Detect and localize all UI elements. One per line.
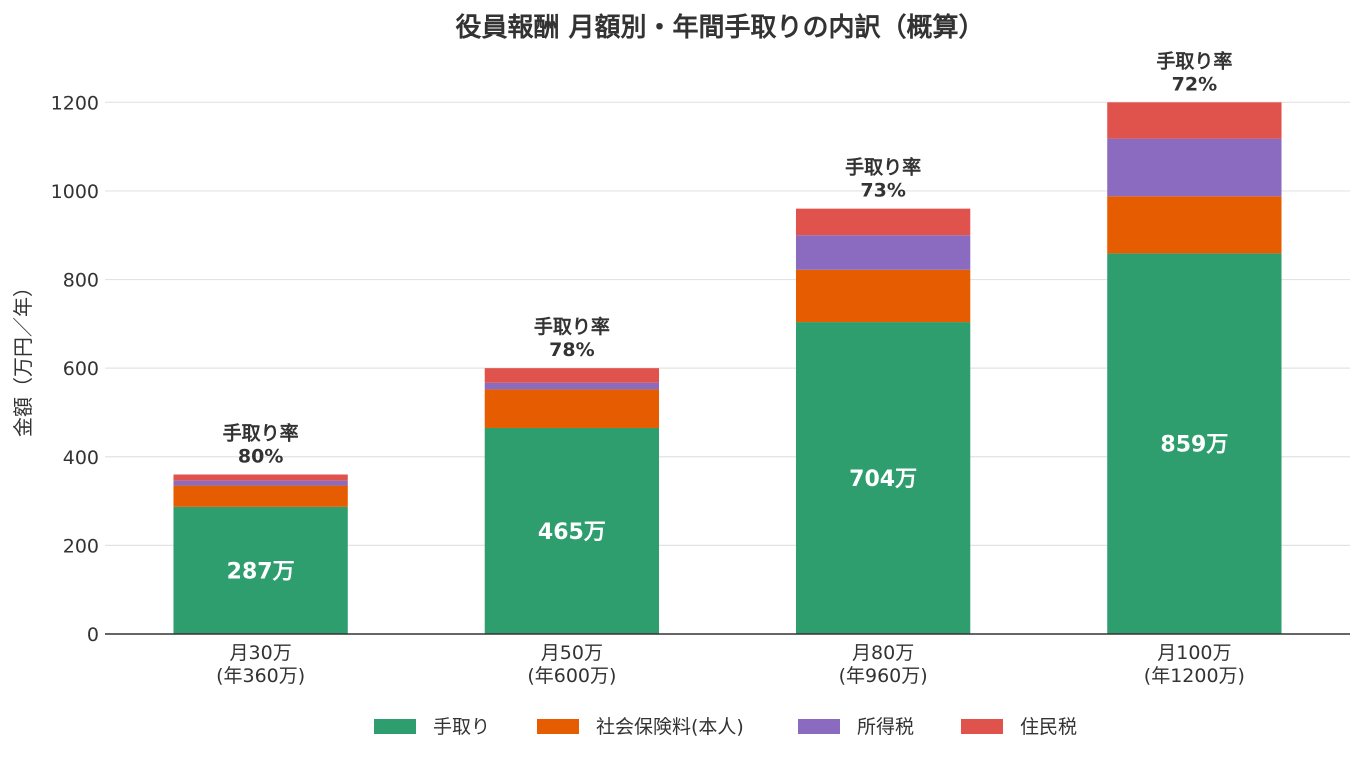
rate-label-value: 78% — [549, 339, 594, 361]
bar-segment — [795, 322, 971, 634]
legend-label: 住民税 — [1020, 716, 1077, 738]
bar-segment — [173, 485, 348, 507]
legend-label: 社会保険料(本人) — [596, 716, 744, 738]
bar-segment — [1107, 196, 1282, 254]
legend: 手取り 社会保険料(本人) 所得税 住民税 — [374, 716, 1077, 738]
y-tick-label: 0 — [87, 624, 99, 646]
bar-segment — [795, 235, 971, 270]
rate-label-value: 80% — [238, 445, 283, 467]
bar-segment — [1107, 253, 1282, 635]
bar-segment — [795, 208, 971, 236]
bar-segment — [484, 382, 660, 390]
bars: 287万手取り率80%465万手取り率78%704万手取り率73%859万手取り… — [173, 49, 1282, 635]
rate-label-value: 72% — [1172, 73, 1217, 95]
chart-title: 役員報酬 月額別・年間手取りの内訳（概算） — [455, 12, 984, 43]
y-tick-label: 800 — [63, 270, 99, 292]
bar-segment — [484, 427, 660, 634]
y-tick-label: 200 — [63, 535, 99, 557]
x-tick-sublabel: (年960万) — [839, 665, 928, 687]
rate-label-title: 手取り率 — [223, 421, 299, 444]
x-tick-label: 月30万 — [230, 642, 292, 664]
bar-segment — [484, 389, 660, 428]
x-tick-label: 月50万 — [541, 642, 603, 664]
bar-segment — [484, 368, 660, 383]
bar-segment — [1107, 102, 1282, 139]
y-tick-label: 400 — [63, 447, 99, 469]
y-tick-label: 1000 — [51, 181, 99, 203]
legend-label: 手取り — [433, 716, 490, 738]
bar-segment — [795, 269, 971, 323]
x-tick-sublabel: (年360万) — [216, 665, 305, 687]
legend-swatch — [798, 719, 840, 734]
x-tick-label: 月80万 — [852, 642, 914, 664]
y-axis-label: 金額（万円／年） — [11, 277, 35, 437]
data-label: 465万 — [538, 520, 606, 545]
axes: 0 200 400 600 800 1000 1200 月30万(年360万) 月50万(年60… — [51, 92, 1350, 687]
data-label: 704万 — [849, 467, 917, 492]
legend-swatch — [374, 719, 416, 734]
legend-swatch — [961, 719, 1003, 734]
rate-label-title: 手取り率 — [1156, 49, 1232, 72]
y-tick-label: 600 — [63, 358, 99, 380]
y-tick-label: 1200 — [51, 92, 99, 114]
legend-label: 所得税 — [857, 716, 914, 738]
x-tick-sublabel: (年600万) — [527, 665, 616, 687]
data-label: 859万 — [1160, 433, 1228, 458]
bar-segment — [1107, 138, 1282, 197]
x-tick-label: 月100万 — [1157, 642, 1231, 664]
legend-swatch — [537, 719, 579, 734]
rate-label-value: 73% — [860, 180, 905, 202]
bar-segment — [173, 480, 348, 486]
rate-label-title: 手取り率 — [845, 156, 921, 179]
x-tick-sublabel: (年1200万) — [1144, 665, 1245, 687]
bar-segment — [173, 506, 348, 634]
rate-label-title: 手取り率 — [534, 315, 610, 338]
data-label: 287万 — [227, 559, 295, 584]
bar-segment — [173, 474, 348, 481]
